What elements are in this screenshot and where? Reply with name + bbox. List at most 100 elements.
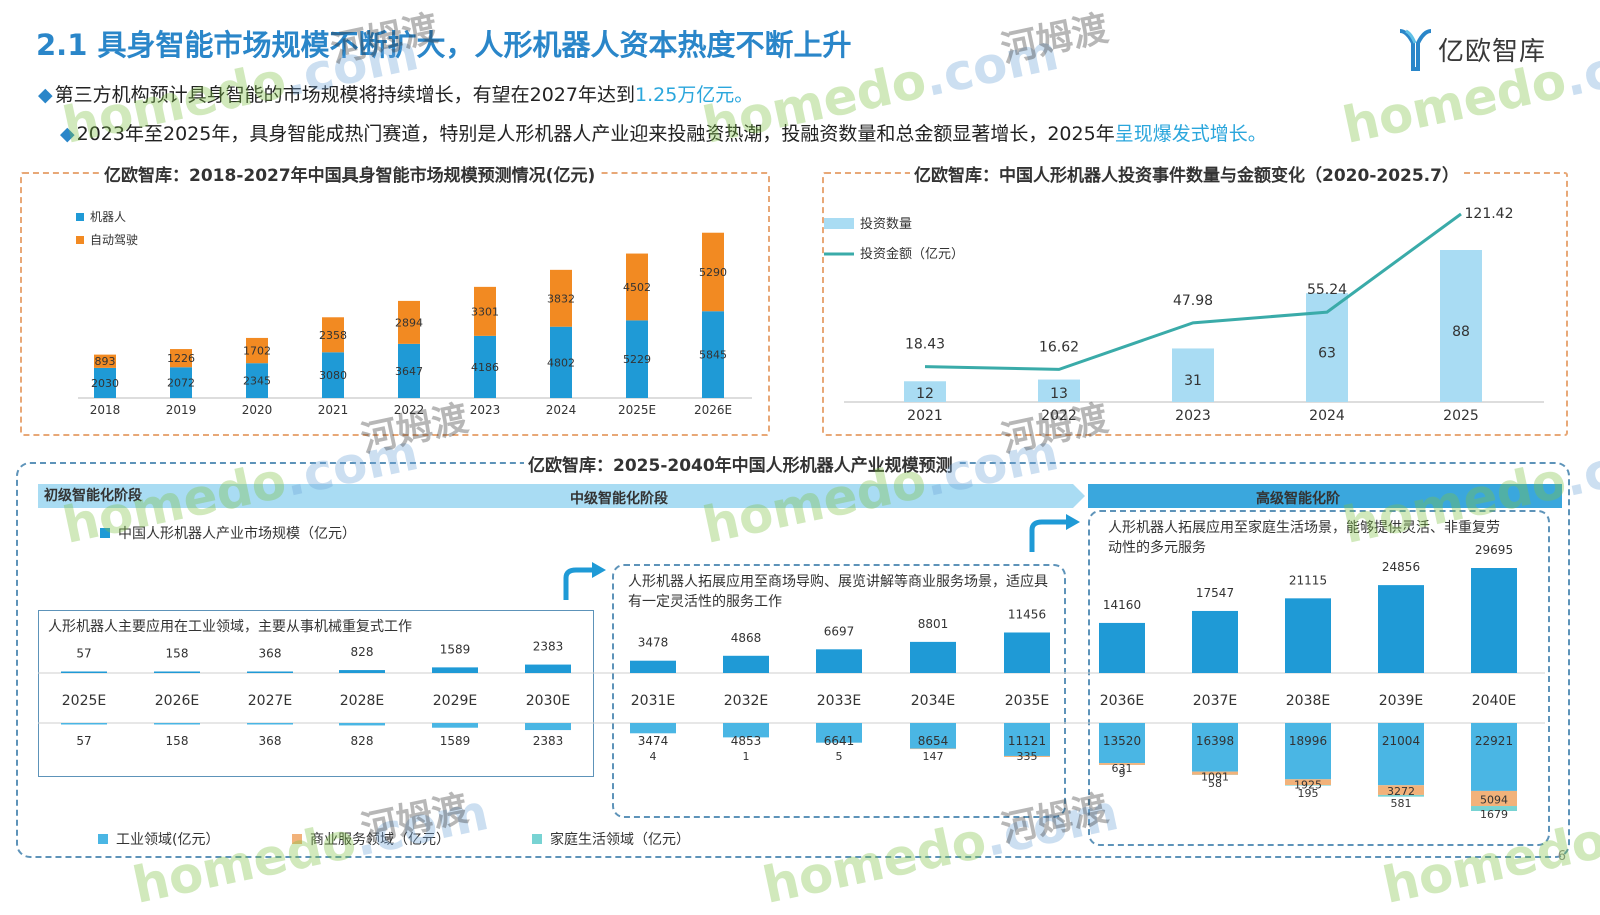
legend-count: 投资数量 xyxy=(860,216,912,232)
bullet-1-text: 第三方机构预计具身智能的市场规模将持续增长，有望在2027年达到 xyxy=(55,84,635,106)
bar-industrial xyxy=(61,723,107,725)
bar-market-total xyxy=(816,649,862,673)
legend-commercial-label: 商业服务领域（亿元） xyxy=(310,829,450,849)
data-label-industrial: 22921 xyxy=(1475,734,1513,748)
x-tick-label: 2039E xyxy=(1379,693,1423,709)
market-size-chart: 2030893201820721226201923451702202030802… xyxy=(22,190,764,430)
bar-industrial xyxy=(339,723,385,725)
data-label-industrial: 1589 xyxy=(440,734,471,748)
humanoid-forecast-chart: 572025E571582026E1583682027E3688282028E8… xyxy=(0,540,1600,860)
bar-industrial xyxy=(247,723,293,725)
bar-market-total xyxy=(247,672,293,674)
x-tick-label: 2025 xyxy=(1443,408,1479,424)
x-tick-label: 2036E xyxy=(1100,693,1144,709)
legend-amount: 投资金额（亿元） xyxy=(860,246,964,262)
data-label-robot: 2072 xyxy=(167,377,195,390)
bar-market-total xyxy=(1285,598,1331,673)
data-label-robot: 4186 xyxy=(471,361,499,374)
bar-industrial xyxy=(1285,723,1331,779)
data-label-total: 158 xyxy=(166,647,189,661)
legend-swatch xyxy=(292,834,302,844)
legend-commercial: 商业服务领域（亿元） xyxy=(292,829,450,849)
x-tick-label: 2022 xyxy=(1041,408,1077,424)
data-label-industrial: 13520 xyxy=(1103,734,1141,748)
data-label-total: 11456 xyxy=(1008,607,1046,621)
data-label-industrial: 3474 xyxy=(638,734,669,748)
data-label-commercial: 5094 xyxy=(1480,793,1508,806)
x-tick-label: 2019 xyxy=(166,403,197,417)
data-label-autodrive: 3301 xyxy=(471,305,499,318)
data-label-amount: 16.62 xyxy=(1039,339,1079,355)
legend-swatch xyxy=(98,834,108,844)
data-label-commercial: 4 xyxy=(650,750,657,763)
data-label-total: 1589 xyxy=(440,642,471,656)
bar-industrial xyxy=(525,723,571,730)
x-tick-label: 2032E xyxy=(724,693,768,709)
data-label-industrial: 16398 xyxy=(1196,734,1234,748)
data-label-industrial: 18996 xyxy=(1289,734,1327,748)
legend-swatch xyxy=(532,834,542,844)
page-title: 2.1 具身智能市场规模不断扩大，人形机器人资本热度不断上升 xyxy=(36,22,851,64)
bar-market-total xyxy=(723,656,769,673)
data-label-commercial: 1 xyxy=(743,750,750,763)
data-label-autodrive: 5290 xyxy=(699,266,727,279)
data-label-total: 24856 xyxy=(1382,560,1420,574)
data-label-robot: 2345 xyxy=(243,375,271,388)
data-label-total: 17547 xyxy=(1196,586,1234,600)
data-label-autodrive: 1702 xyxy=(243,345,271,358)
legend-autodrive: 自动驾驶 xyxy=(90,232,138,247)
data-label-amount: 47.98 xyxy=(1173,293,1213,309)
data-label-total: 2383 xyxy=(533,640,564,654)
watermark-cn: 河姆渡 xyxy=(996,0,1112,73)
data-label-industrial: 2383 xyxy=(533,734,564,748)
x-tick-label: 2031E xyxy=(631,693,675,709)
data-label-household: 9 xyxy=(1119,767,1126,780)
data-label-industrial: 828 xyxy=(351,734,374,748)
data-label-industrial: 158 xyxy=(166,734,189,748)
bar-market-total xyxy=(1378,585,1424,673)
bar-industrial xyxy=(1378,723,1424,785)
legend-swatch-robot xyxy=(76,213,84,221)
data-label-robot: 5845 xyxy=(699,349,727,362)
bar-market-total xyxy=(61,672,107,674)
x-tick-label: 2024 xyxy=(1309,408,1345,424)
bullet-1-highlight: 1.25万亿元。 xyxy=(635,84,753,106)
data-label-total: 14160 xyxy=(1103,598,1141,612)
bullet-2-text: 2023年至2025年，具身智能成热门赛道，特别是人形机器人产业迎来投融资热潮，… xyxy=(77,123,1115,145)
data-label-household: 58 xyxy=(1208,777,1222,790)
data-label-autodrive: 1226 xyxy=(167,352,195,365)
x-tick-label: 2024 xyxy=(546,403,577,417)
x-tick-label: 2028E xyxy=(340,693,384,709)
data-label-industrial: 6641 xyxy=(824,734,855,748)
data-label-commercial: 335 xyxy=(1017,750,1038,763)
legend-household: 家庭生活领域（亿元） xyxy=(532,829,690,849)
investment-chart-title: 亿欧智库：中国人形机器人投资事件数量与金额变化（2020-2025.7） xyxy=(910,161,1463,186)
data-label-total: 6697 xyxy=(824,624,855,638)
x-tick-label: 2021 xyxy=(907,408,943,424)
data-label-industrial: 8654 xyxy=(918,734,949,748)
stage-label-early: 初级智能化阶段 xyxy=(44,485,142,505)
data-label-autodrive: 3832 xyxy=(547,292,575,305)
x-tick-label: 2020 xyxy=(242,403,273,417)
x-tick-label: 2021 xyxy=(318,403,349,417)
x-tick-label: 2037E xyxy=(1193,693,1237,709)
x-tick-label: 2018 xyxy=(90,403,121,417)
x-tick-label: 2025E xyxy=(618,403,656,417)
legend-household-label: 家庭生活领域（亿元） xyxy=(550,829,690,849)
data-label-total: 29695 xyxy=(1475,543,1513,557)
legend-swatch-autodrive xyxy=(76,236,84,244)
data-label-industrial: 21004 xyxy=(1382,734,1420,748)
data-label-total: 828 xyxy=(351,645,374,659)
data-label-commercial: 147 xyxy=(923,750,944,763)
bar-market-total xyxy=(630,661,676,673)
bar-market-total xyxy=(154,672,200,674)
x-tick-label: 2029E xyxy=(433,693,477,709)
data-label-household: 1679 xyxy=(1480,808,1508,821)
data-label-total: 368 xyxy=(259,647,282,661)
data-label-count: 88 xyxy=(1452,324,1470,340)
x-tick-label: 2027E xyxy=(248,693,292,709)
stage-label-mid: 中级智能化阶段 xyxy=(570,488,668,508)
x-tick-label: 2040E xyxy=(1472,693,1516,709)
data-label-count: 63 xyxy=(1318,346,1336,362)
